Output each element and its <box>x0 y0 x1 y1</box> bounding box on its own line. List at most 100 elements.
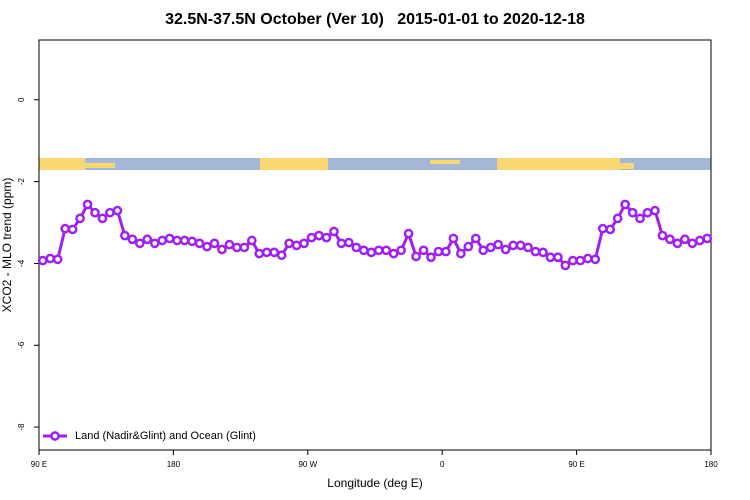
y-tick-label: -2 <box>17 177 26 185</box>
point <box>232 242 242 253</box>
point <box>396 245 406 256</box>
point <box>523 242 533 253</box>
point <box>82 199 93 210</box>
point <box>239 242 250 253</box>
point <box>612 213 623 224</box>
point <box>336 238 347 249</box>
point <box>545 252 556 263</box>
x-tick-label: 180 <box>704 460 718 469</box>
point <box>597 223 608 234</box>
point <box>575 255 586 266</box>
point <box>269 247 280 258</box>
point <box>366 247 377 258</box>
point <box>127 234 138 245</box>
point <box>381 245 392 256</box>
point <box>388 248 399 259</box>
point <box>284 238 294 249</box>
point <box>590 254 601 265</box>
point <box>538 247 548 258</box>
point <box>112 205 123 216</box>
point <box>329 226 339 237</box>
point <box>694 235 705 246</box>
point <box>493 239 504 250</box>
point <box>627 207 638 218</box>
point <box>157 235 168 246</box>
point <box>90 207 100 218</box>
point <box>456 248 466 259</box>
x-tick-label: 90 E <box>31 460 47 469</box>
x-tick-label: 180 <box>167 460 181 469</box>
point <box>217 244 227 255</box>
point <box>149 238 160 249</box>
point <box>314 230 324 241</box>
point <box>52 254 63 265</box>
point <box>75 213 85 224</box>
point <box>672 238 683 249</box>
point <box>187 236 197 247</box>
x-tick-label: 0 <box>440 460 445 469</box>
x-tick-label: 90 W <box>298 460 317 469</box>
plot-frame <box>38 39 712 451</box>
point <box>403 228 414 239</box>
y-tick-label: -6 <box>17 341 26 349</box>
point <box>418 245 429 256</box>
y-tick-label: -8 <box>17 423 26 431</box>
point <box>276 250 287 261</box>
point <box>448 233 459 244</box>
x-tick-label: 90 E <box>568 460 584 469</box>
point <box>291 240 302 251</box>
point <box>605 224 616 235</box>
point <box>470 233 481 244</box>
point <box>441 246 451 257</box>
point <box>530 246 541 257</box>
point <box>351 242 362 253</box>
point <box>680 234 690 245</box>
point <box>172 235 182 246</box>
point <box>463 241 474 252</box>
point <box>224 239 235 250</box>
point <box>650 205 660 216</box>
point <box>344 237 354 248</box>
point <box>485 242 496 253</box>
point <box>261 247 272 258</box>
point <box>508 240 518 251</box>
point <box>37 255 48 266</box>
point <box>60 223 70 234</box>
point <box>553 252 563 263</box>
point <box>179 235 190 246</box>
point <box>620 199 630 210</box>
point <box>433 246 444 257</box>
point <box>209 238 220 249</box>
point <box>321 232 332 243</box>
point <box>373 245 384 256</box>
point <box>254 248 265 259</box>
point <box>657 230 668 241</box>
legend-marker <box>50 431 60 441</box>
point <box>702 233 713 244</box>
point <box>500 244 511 255</box>
y-axis-label: XCO2 - MLO trend (ppm) <box>0 178 14 313</box>
point <box>194 238 205 249</box>
point <box>665 234 675 245</box>
legend-label: Land (Nadir&Glint) and Ocean (Glint) <box>75 430 256 442</box>
point <box>299 238 309 249</box>
point <box>202 241 212 252</box>
point <box>515 240 526 251</box>
point <box>306 232 317 243</box>
point <box>635 213 645 224</box>
point <box>426 252 436 263</box>
point <box>582 253 593 264</box>
point <box>142 234 153 245</box>
x-axis-label: Longitude (deg E) <box>327 476 422 490</box>
point <box>642 207 653 218</box>
series-line <box>42 202 708 267</box>
point <box>164 233 175 244</box>
point <box>67 224 78 235</box>
point <box>246 235 257 246</box>
point <box>105 207 115 218</box>
point <box>134 238 145 249</box>
point <box>120 230 130 241</box>
chart-title: 32.5N-37.5N October (Ver 10) 2015-01-01 … <box>165 11 585 28</box>
point <box>687 238 698 249</box>
